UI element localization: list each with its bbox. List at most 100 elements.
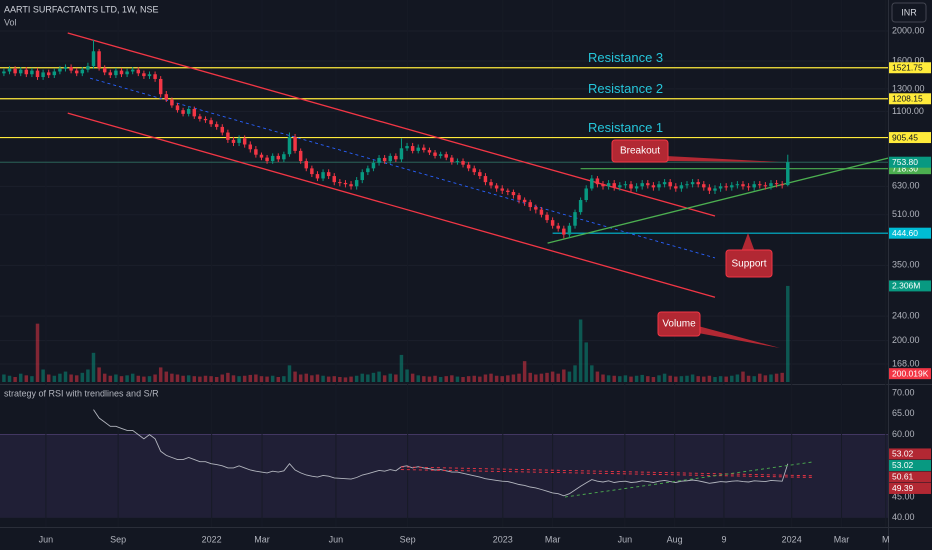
candle-body bbox=[584, 188, 588, 201]
candle-body bbox=[52, 71, 57, 76]
candle-body bbox=[595, 178, 600, 185]
rsi-tick-label: 60.00 bbox=[892, 429, 915, 439]
volume-bar bbox=[450, 375, 454, 382]
volume-bar bbox=[304, 373, 309, 382]
x-tick-label: Mar bbox=[834, 534, 850, 544]
chart-title: AARTI SURFACTANTS LTD, 1W, NSE bbox=[4, 4, 159, 14]
volume-bar bbox=[74, 375, 79, 382]
volume-bar bbox=[181, 375, 185, 382]
candle-body bbox=[702, 184, 706, 188]
candle-body bbox=[774, 183, 779, 185]
y-tick-label: 168.00 bbox=[892, 358, 920, 368]
level-name: Resistance 1 bbox=[588, 120, 663, 135]
y-tick-label: 2000.00 bbox=[892, 25, 925, 35]
candle-body bbox=[74, 70, 79, 74]
volume-bar bbox=[360, 373, 364, 382]
currency-button[interactable] bbox=[891, 2, 927, 23]
volume-bar bbox=[679, 376, 684, 382]
candle-body bbox=[662, 182, 667, 185]
candle-body bbox=[80, 69, 85, 74]
candle-body bbox=[382, 157, 387, 162]
candle-body bbox=[265, 157, 269, 162]
candle-body bbox=[679, 185, 684, 189]
candle-body bbox=[539, 209, 544, 215]
candle-body bbox=[366, 168, 370, 173]
volume-bar bbox=[410, 373, 415, 382]
volume-bar bbox=[545, 372, 549, 382]
candle-body bbox=[517, 195, 521, 200]
candle-body bbox=[114, 70, 118, 76]
candle-body bbox=[343, 182, 348, 185]
volume-bar bbox=[175, 374, 180, 382]
candle-body bbox=[724, 186, 728, 188]
volume-bar bbox=[506, 375, 510, 382]
y-tick-label: 200.00 bbox=[892, 335, 920, 345]
volume-bar bbox=[298, 374, 303, 382]
volume-bar bbox=[774, 373, 779, 382]
volume-bar bbox=[315, 374, 320, 382]
volume-bar bbox=[489, 373, 493, 382]
volume-bar bbox=[646, 376, 650, 382]
volume-bar bbox=[231, 375, 236, 382]
y-tick-label: 510.00 bbox=[892, 209, 920, 219]
currency[interactable]: INR bbox=[901, 7, 917, 17]
volume-bar bbox=[242, 375, 247, 382]
level-tag: 905.45 bbox=[892, 132, 918, 142]
candle-body bbox=[668, 182, 672, 187]
volume-bar bbox=[114, 374, 118, 382]
candle-body bbox=[130, 69, 135, 72]
x-tick-label: Jun bbox=[39, 534, 54, 544]
rsi-tag-bg bbox=[889, 482, 931, 494]
candle-body bbox=[685, 184, 689, 186]
candle-body bbox=[399, 148, 404, 160]
volume-bar bbox=[517, 373, 521, 382]
volume-bar bbox=[248, 374, 253, 382]
candle-body bbox=[410, 146, 415, 151]
candle-body bbox=[13, 68, 17, 74]
candle-body bbox=[175, 105, 180, 111]
volume-bar bbox=[612, 375, 616, 382]
volume-bar bbox=[86, 369, 90, 382]
volume-bar bbox=[170, 373, 174, 382]
volume-bar bbox=[601, 374, 605, 382]
volume-bar bbox=[444, 376, 448, 382]
candle-body bbox=[746, 186, 751, 188]
volume-bar bbox=[237, 376, 241, 382]
candle-body bbox=[248, 144, 253, 150]
candle-body bbox=[24, 69, 29, 75]
candle-body bbox=[494, 185, 499, 189]
volume-bar bbox=[377, 371, 381, 382]
volume-bar bbox=[702, 376, 706, 382]
x-tick-label: 9 bbox=[721, 534, 726, 544]
candle-body bbox=[405, 146, 409, 149]
candle-body bbox=[214, 124, 219, 127]
volume-bar bbox=[730, 375, 734, 382]
candle-body bbox=[758, 184, 762, 186]
volume-bar bbox=[35, 323, 40, 382]
volume-bar bbox=[528, 372, 532, 382]
candle-body bbox=[651, 185, 656, 188]
volume-bar bbox=[214, 377, 219, 382]
candle-body bbox=[18, 69, 23, 74]
candle-body bbox=[601, 184, 605, 187]
volume-ma-tag-bg bbox=[889, 368, 931, 380]
candle-body bbox=[612, 183, 616, 188]
candle-body bbox=[2, 71, 6, 74]
candle-body bbox=[254, 149, 258, 155]
candle-body bbox=[338, 182, 342, 184]
candle-body bbox=[35, 70, 40, 78]
candle-body bbox=[388, 155, 392, 162]
rsi-title: strategy of RSI with trendlines and S/R bbox=[4, 388, 159, 398]
rsi-band bbox=[0, 434, 888, 518]
callout-text: Breakout bbox=[620, 146, 660, 157]
candle-body bbox=[461, 161, 465, 165]
volume-bar bbox=[153, 374, 157, 382]
rsi-tick-label: 40.00 bbox=[892, 512, 915, 522]
volume-bar bbox=[438, 377, 443, 382]
volume-ma-tag: 200.019K bbox=[892, 368, 929, 378]
volume-bar bbox=[578, 319, 583, 382]
candle-body bbox=[696, 182, 700, 185]
